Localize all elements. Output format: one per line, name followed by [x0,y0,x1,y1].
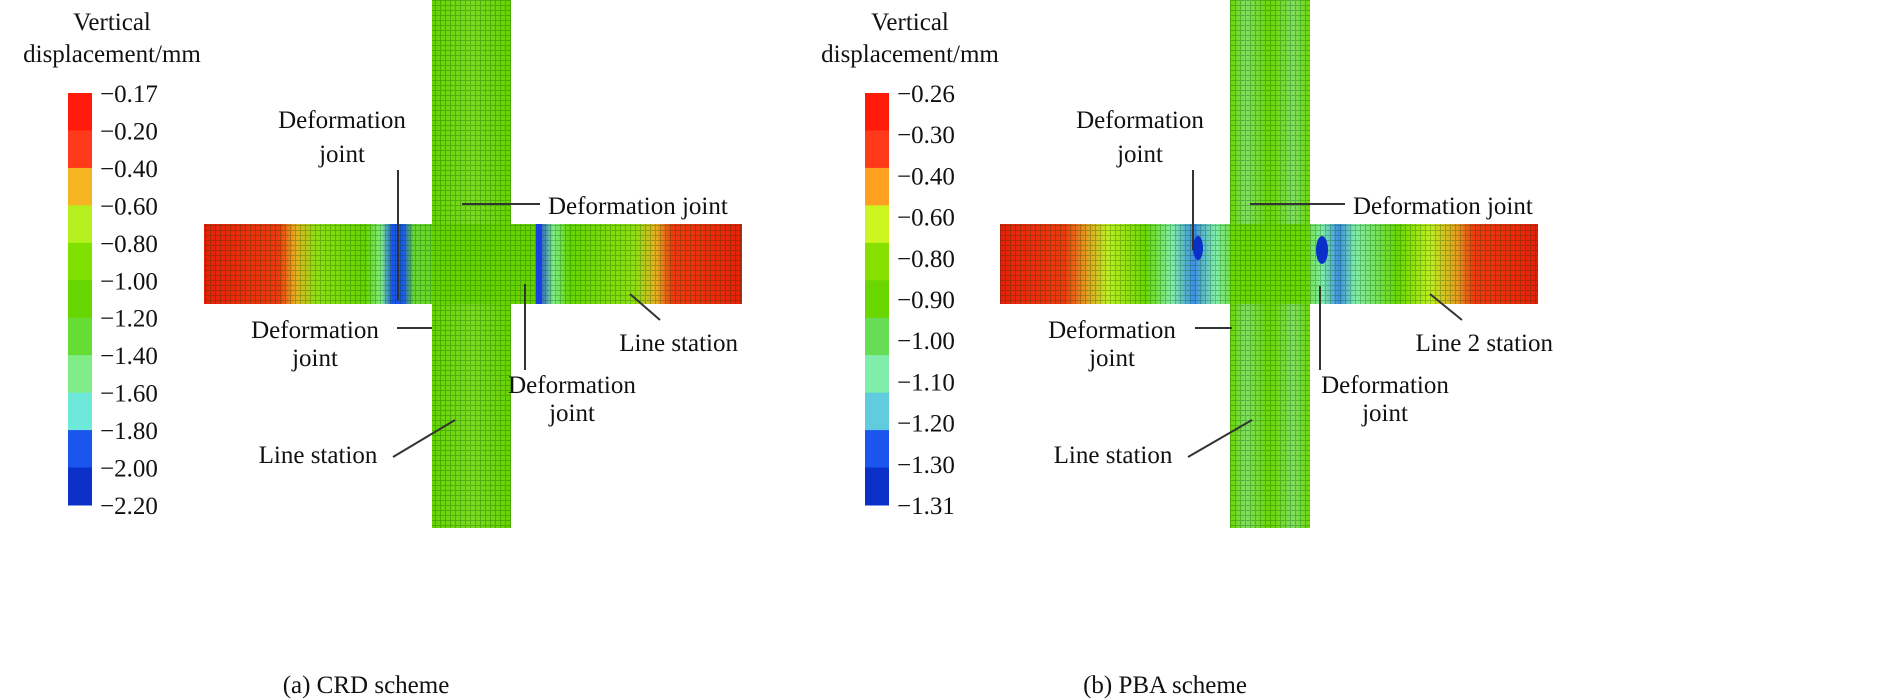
colorbar-band [865,467,889,506]
colorbar-band [68,93,92,131]
colorbar-tick-label: −0.30 [897,122,955,149]
colorbar-tick-label: −2.20 [100,493,158,520]
label-joint-bottom-mid-2: joint [1361,400,1408,427]
colorbar-tick-label: −1.30 [897,452,955,479]
label-station-right: Line 2 station [1416,330,1554,357]
colorbar-band [865,392,889,431]
colorbar-band [68,167,92,206]
caption: (b) PBA scheme [1083,672,1247,699]
label-joint-bottom-mid: Deformation [1321,372,1449,399]
colorbar-band [68,430,92,469]
colorbar-tick-label: −1.40 [100,343,158,370]
colorbar-tick-label: −1.20 [100,306,158,333]
colorbar-tick-label: −0.40 [897,163,955,190]
colorbar-band [865,355,889,394]
colorbar-tick-label: −0.17 [100,81,158,108]
colorbar-tick-label: −1.00 [897,328,955,355]
colorbar-band [865,430,889,469]
legend-title-line2: displacement/mm [821,41,999,68]
colorbar-band [865,317,889,356]
colorbar: −0.26 −0.30 −0.40 −0.60 −0.80 −0.90 −1.00 −1.10… [865,81,955,520]
label-joint-top-left: Deformation [1076,107,1204,134]
label-station-bottom: Line station [1054,442,1173,469]
colorbar-tick-label: −0.80 [897,246,955,273]
colorbar-tick-label: −1.60 [100,381,158,408]
colorbar-band [68,467,92,506]
colorbar-tick-label: −2.00 [100,456,158,483]
colorbar-tick-label: −1.10 [897,369,955,396]
colorbar-band [865,280,889,319]
colorbar-band [865,130,889,169]
caption: (a) CRD scheme [283,672,450,699]
panel-pba: Vertical displacement/mm −0.26 −0.30 −0.40… [821,0,1553,699]
colorbar-tick-label: −1.00 [100,268,158,295]
legend-title-line1: Vertical [73,9,151,36]
label-joint-bottom-left: Deformation [1048,317,1176,344]
colorbar-tick-label: −0.40 [100,156,158,183]
label-joint-bottom-left: Deformation [251,317,379,344]
colorbar-tick-label: −1.31 [897,493,955,520]
label-joint-top-left-2: joint [1116,141,1163,168]
colorbar-tick-label: −1.80 [100,418,158,445]
label-joint-top-right: Deformation joint [1353,193,1533,220]
label-joint-bottom-left-2: joint [291,345,338,372]
label-joint-top-left: Deformation [278,107,406,134]
colorbar-band [68,205,92,244]
colorbar-tick-label: −0.20 [100,118,158,145]
panel-crd: Vertical displacement/mm −0.17 −0.20 −0.40… [23,0,742,699]
label-station-right: Line station [619,330,738,357]
colorbar-tick-label: −0.90 [897,287,955,314]
colorbar-band [68,242,92,281]
colorbar-band [865,93,889,131]
label-joint-top-left-2: joint [318,141,365,168]
label-station-bottom: Line station [259,442,378,469]
colorbar-band [865,167,889,206]
colorbar-band [68,280,92,319]
colorbar-tick-label: −0.80 [100,231,158,258]
colorbar-tick-label: −0.26 [897,81,955,108]
colorbar-tick-label: −0.60 [897,205,955,232]
legend-title-line2: displacement/mm [23,41,201,68]
label-joint-bottom-mid-2: joint [548,400,595,427]
colorbar-band [865,205,889,244]
colorbar-band [865,242,889,281]
colorbar-band [68,130,92,169]
label-joint-top-right: Deformation joint [548,193,728,220]
colorbar: −0.17 −0.20 −0.40 −0.60 −0.80 −1.00 −1.20 −1.40… [68,81,158,520]
colorbar-tick-label: −1.20 [897,411,955,438]
colorbar-band [68,317,92,356]
legend-title-line1: Vertical [871,9,949,36]
label-joint-bottom-mid: Deformation [508,372,636,399]
cross-section-model [1000,0,1538,528]
cross-section-model [204,0,742,528]
colorbar-band [68,392,92,431]
colorbar-band [68,355,92,394]
colorbar-tick-label: −0.60 [100,193,158,220]
label-joint-bottom-left-2: joint [1088,345,1135,372]
